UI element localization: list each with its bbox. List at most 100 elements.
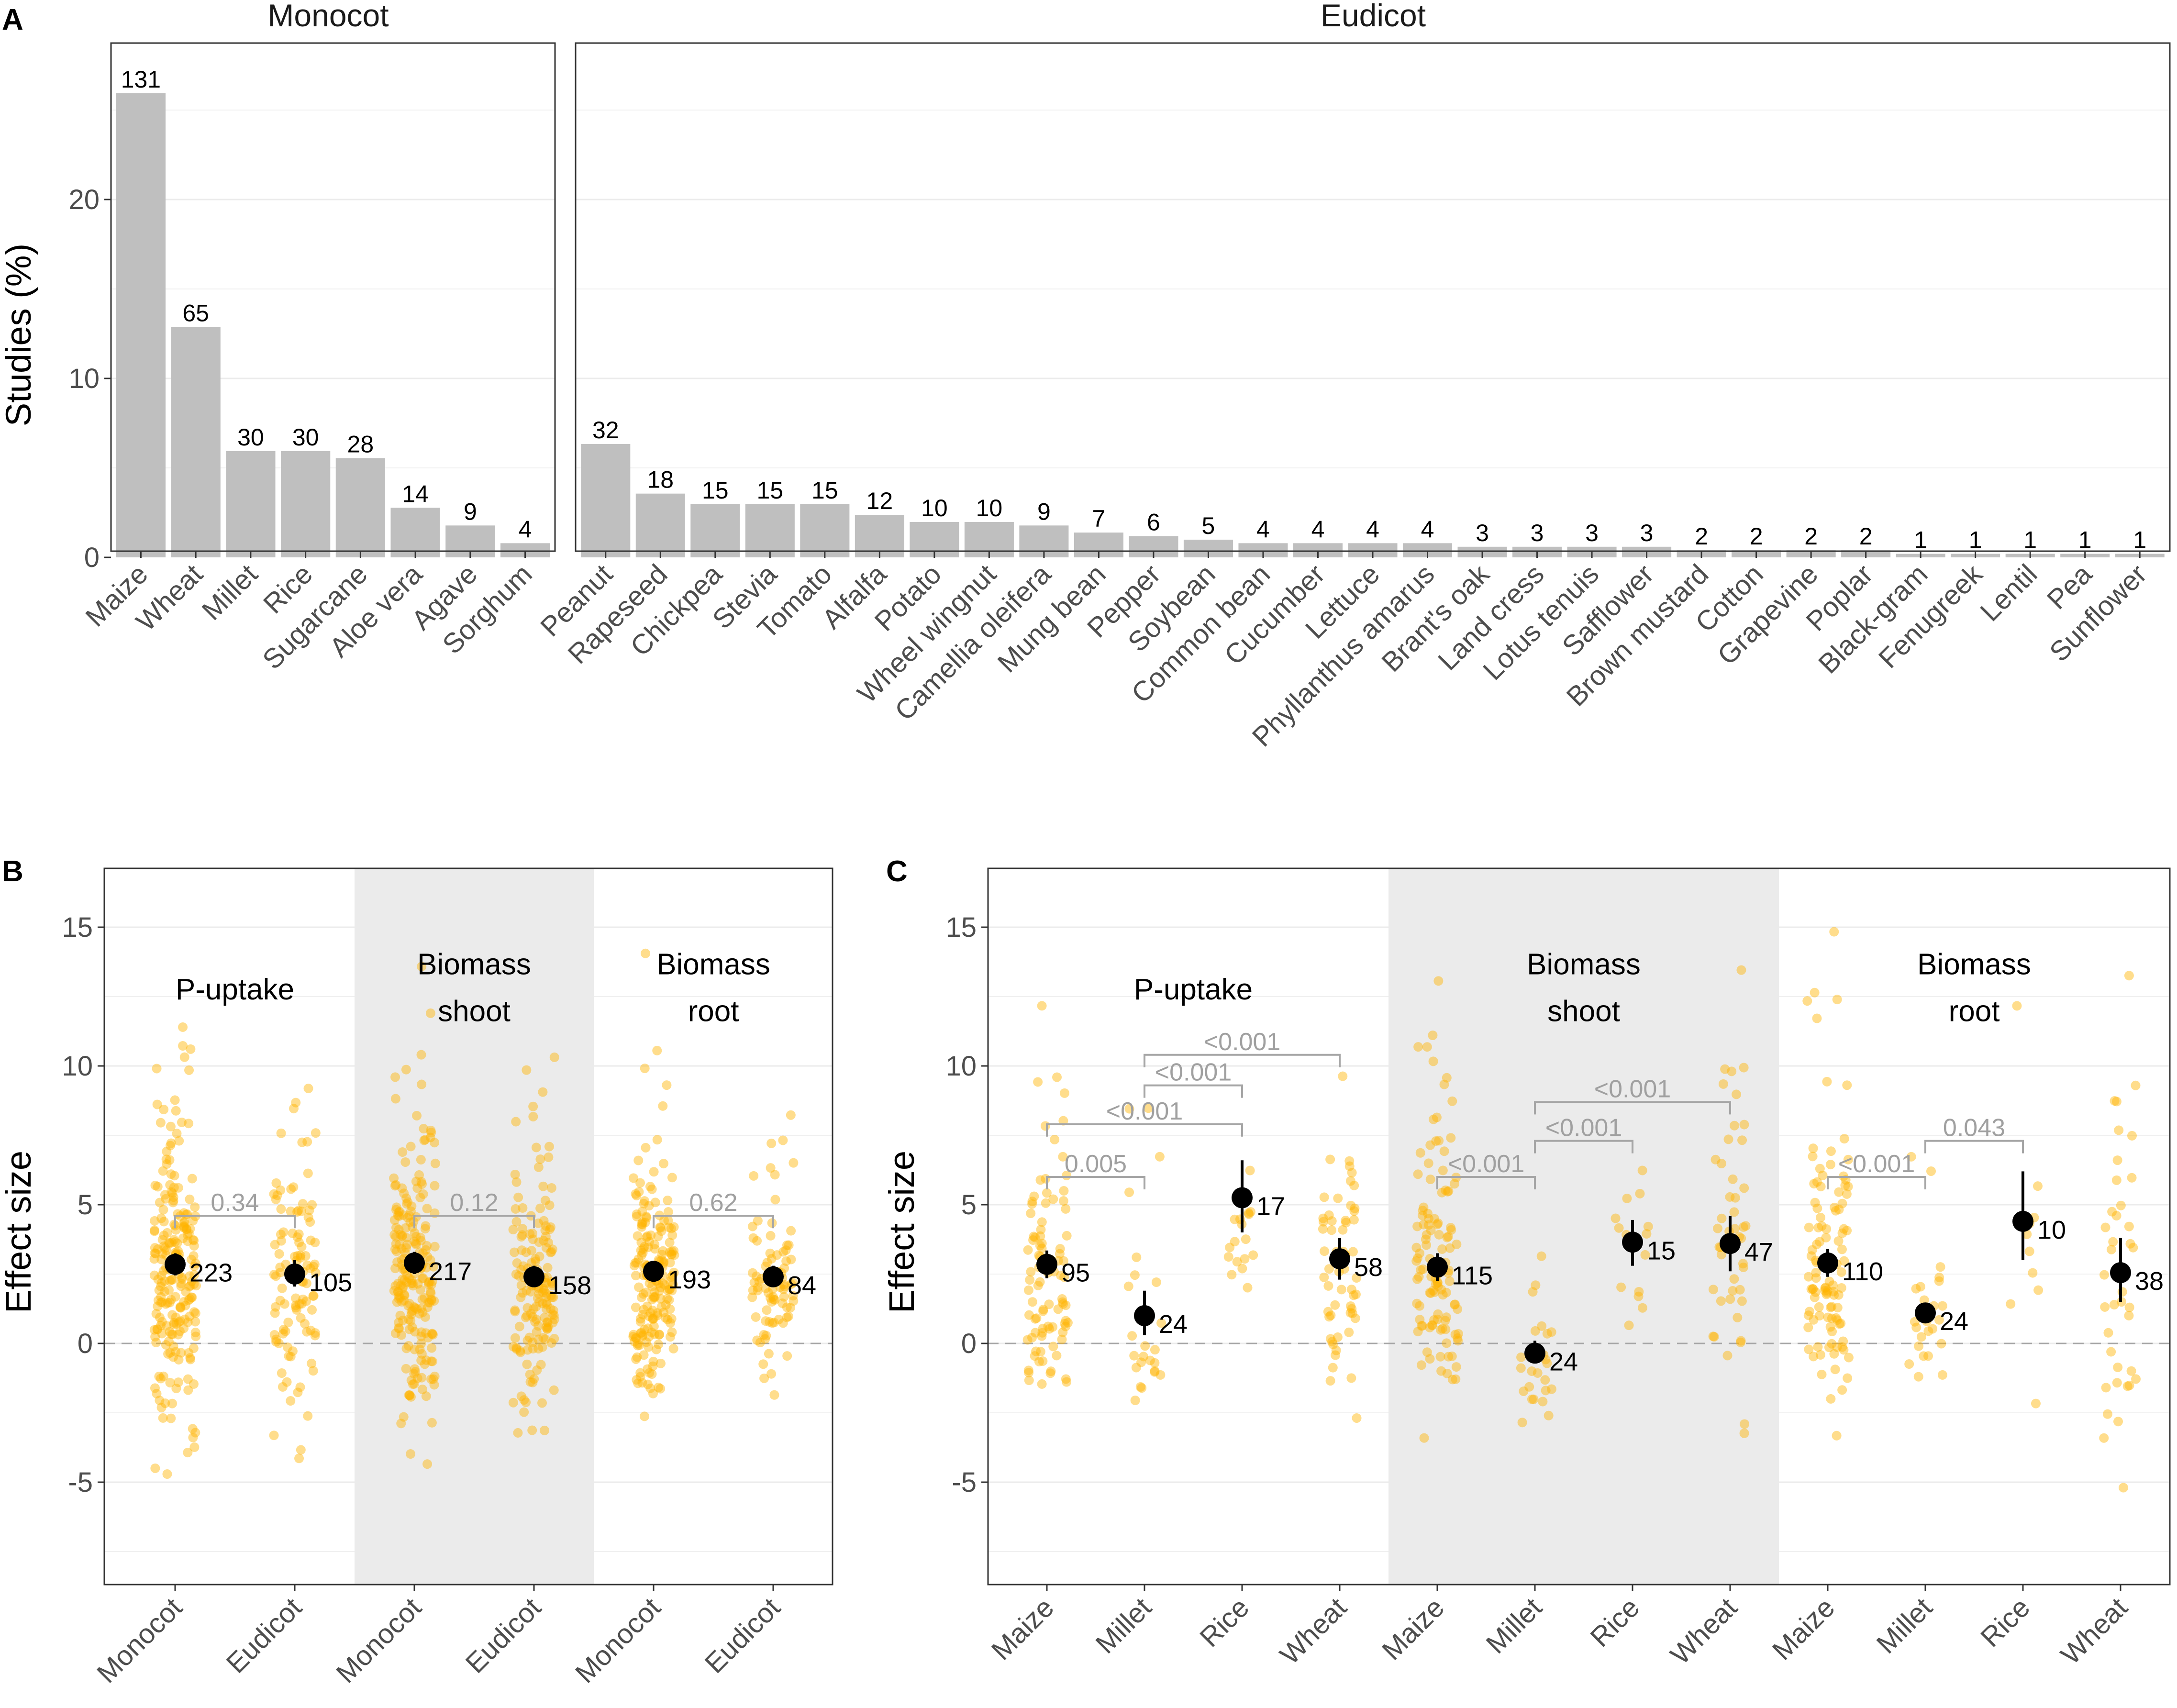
panel-frame <box>987 867 2171 1586</box>
data-point <box>1124 1104 1134 1114</box>
data-point <box>302 1260 312 1270</box>
data-point <box>414 1170 424 1180</box>
data-point <box>272 1190 282 1200</box>
data-point <box>1443 1231 1453 1242</box>
data-point <box>294 1229 304 1239</box>
data-point <box>275 1296 285 1306</box>
data-point <box>1026 1267 1036 1277</box>
bar-label-lettuce: 4 <box>1366 516 1379 543</box>
data-point <box>655 1223 666 1233</box>
data-point <box>650 1329 660 1339</box>
data-point <box>635 1368 645 1378</box>
data-point <box>167 1329 177 1339</box>
data-point <box>289 1104 299 1114</box>
data-point <box>421 1221 431 1231</box>
data-point <box>389 1215 400 1225</box>
bar-rapeseed <box>635 493 685 557</box>
data-point <box>153 1295 163 1305</box>
data-point <box>390 1281 400 1291</box>
bar-label-stevia: 15 <box>757 477 784 504</box>
mean-point-maize <box>1036 1253 1057 1275</box>
data-point <box>1058 1327 1068 1337</box>
data-point <box>427 1418 437 1428</box>
data-point <box>524 1332 534 1342</box>
data-point <box>2102 1409 2112 1419</box>
data-point <box>415 1193 425 1203</box>
data-point <box>543 1322 553 1332</box>
data-point <box>770 1195 780 1205</box>
data-point <box>664 1284 674 1294</box>
data-point <box>185 1311 195 1321</box>
bar-label-rice: 30 <box>292 424 319 451</box>
data-point <box>1324 1264 1334 1274</box>
data-point <box>2124 1310 2134 1320</box>
data-point <box>406 1307 416 1317</box>
data-point <box>1736 1336 1746 1346</box>
data-point <box>179 1217 189 1227</box>
data-point <box>1528 1287 1538 1297</box>
data-point <box>173 1377 183 1387</box>
data-point <box>1241 1234 1251 1244</box>
data-point <box>637 1207 647 1217</box>
data-point <box>1048 1194 1058 1204</box>
data-point <box>1024 1310 1034 1320</box>
data-point <box>165 1348 175 1358</box>
data-point <box>404 1273 414 1283</box>
data-point <box>1827 1302 1837 1312</box>
data-point <box>298 1199 308 1209</box>
data-point <box>528 1312 538 1322</box>
data-point <box>269 1270 279 1280</box>
data-point <box>652 1135 662 1145</box>
data-point <box>2127 1173 2137 1183</box>
data-point <box>636 1219 646 1229</box>
data-point <box>1426 1288 1436 1298</box>
data-point <box>1713 1223 1723 1233</box>
data-point <box>645 1383 655 1393</box>
data-point <box>271 1337 281 1347</box>
data-point <box>1915 1282 1925 1292</box>
data-point <box>417 1373 427 1383</box>
data-point <box>511 1117 521 1127</box>
data-point <box>409 1379 419 1389</box>
data-point <box>188 1424 198 1434</box>
data-point <box>1542 1329 1552 1339</box>
data-point <box>778 1247 789 1257</box>
data-point <box>547 1292 557 1302</box>
data-point <box>189 1379 199 1389</box>
data-point <box>417 1385 427 1395</box>
data-point <box>648 1388 658 1398</box>
p-value-label: <0.001 <box>1838 1150 1915 1178</box>
data-point <box>1057 1294 1067 1304</box>
data-point <box>405 1390 415 1400</box>
data-point <box>1842 1080 1852 1090</box>
data-point <box>1622 1193 1632 1203</box>
comparison-bracket <box>413 1215 535 1229</box>
data-point <box>391 1202 401 1212</box>
data-point <box>416 1177 426 1187</box>
data-point <box>393 1323 403 1333</box>
data-point <box>176 1303 186 1313</box>
data-point <box>1516 1363 1526 1373</box>
data-point <box>297 1299 307 1309</box>
data-point <box>1906 1152 1916 1162</box>
data-point <box>2127 1131 2137 1141</box>
data-point <box>1341 1216 1351 1226</box>
data-point <box>648 1356 658 1366</box>
data-point <box>516 1264 526 1275</box>
data-point <box>528 1101 538 1111</box>
data-point <box>1822 1224 1832 1234</box>
data-point <box>629 1337 639 1347</box>
data-point <box>190 1328 200 1338</box>
data-point <box>1338 1225 1348 1235</box>
data-point <box>165 1298 175 1308</box>
p-value-label: 0.62 <box>689 1189 737 1217</box>
data-point <box>1451 1374 1461 1384</box>
stats-layer: 952417580.005<0.001<0.001<0.001P-uptake1… <box>1036 948 2164 1376</box>
data-point <box>309 1262 319 1272</box>
data-point <box>770 1170 780 1180</box>
data-point <box>1422 1230 1432 1240</box>
data-point <box>417 1179 427 1189</box>
data-point <box>1330 1300 1340 1310</box>
data-point <box>1834 1187 1844 1197</box>
data-point <box>153 1301 163 1311</box>
